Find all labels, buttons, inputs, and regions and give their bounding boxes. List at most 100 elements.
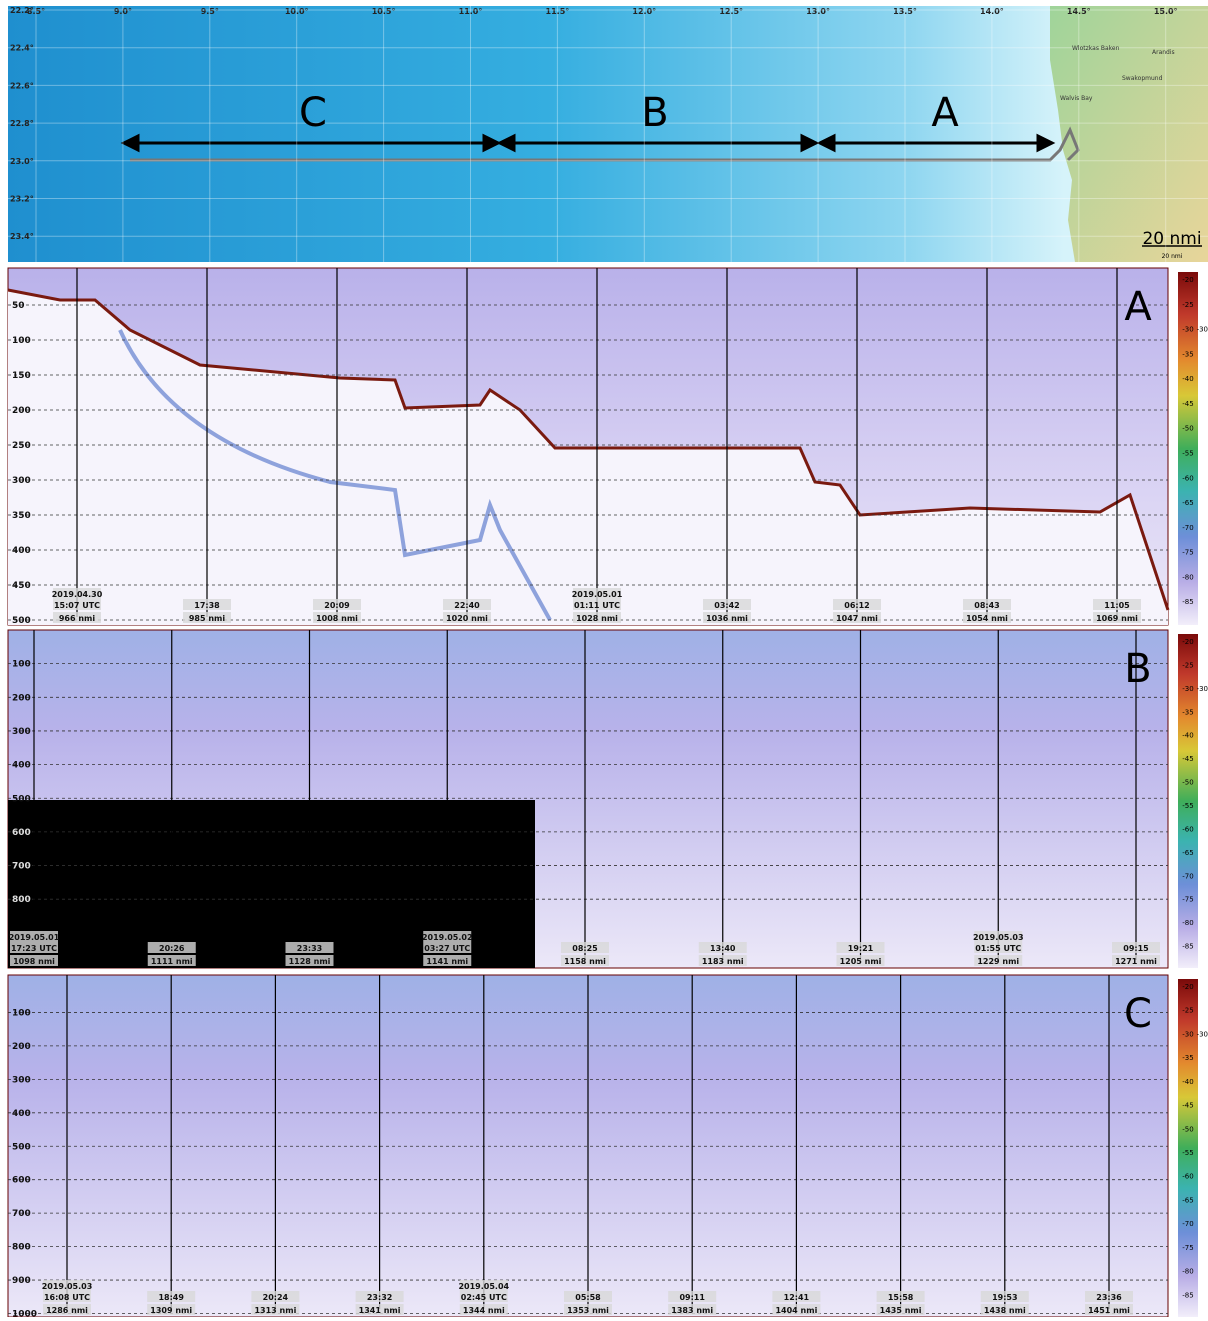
lon-tick-label: 15.0° <box>1154 7 1178 16</box>
time-label-distance: 1383 nmi <box>671 1306 713 1315</box>
color-scale-label: -20 <box>1182 638 1193 646</box>
color-scale-reference: -30 <box>1197 1030 1208 1038</box>
depth-tick-label: 700 <box>12 862 31 872</box>
depth-tick-label: 1000 <box>12 1310 37 1318</box>
sea <box>8 6 1208 262</box>
lon-tick-label: 12.5° <box>719 7 743 16</box>
panel-label: B <box>1124 646 1151 692</box>
time-label-distance: 1353 nmi <box>567 1306 609 1315</box>
color-scale-label: -75 <box>1182 1244 1193 1252</box>
color-scale-label: -60 <box>1182 474 1193 482</box>
depth-tick-label: 400 <box>12 761 31 771</box>
lon-tick-label: 11.0° <box>459 7 483 16</box>
color-scale-label: -25 <box>1182 1007 1193 1015</box>
time-label-distance: 1028 nmi <box>576 614 618 623</box>
color-scale-label: -40 <box>1182 375 1193 383</box>
time-label-date: 2019.05.03 <box>42 1282 93 1291</box>
depth-tick-label: 150 <box>12 371 31 381</box>
time-label-distance: 1341 nmi <box>359 1306 401 1315</box>
lat-tick-label: 22.2° <box>10 6 34 15</box>
depth-tick-label: 600 <box>12 828 31 838</box>
depth-tick-label: 600 <box>12 1176 31 1186</box>
depth-tick-label: 300 <box>12 727 31 737</box>
time-label-time: 06:12 <box>844 601 869 610</box>
time-label-time: 02:45 UTC <box>461 1293 507 1302</box>
color-scale-label: -25 <box>1182 301 1193 309</box>
time-label-time: 03:42 <box>714 601 739 610</box>
time-label-time: 19:53 <box>992 1293 1017 1302</box>
depth-tick-label: 300 <box>12 1075 31 1085</box>
color-scale-label: -30 <box>1182 685 1193 693</box>
depth-tick-label: 400 <box>12 1109 31 1119</box>
color-scale-label: -70 <box>1182 872 1193 880</box>
color-scale-label: -45 <box>1182 755 1193 763</box>
lat-tick-label: 22.4° <box>10 44 34 53</box>
place-name: Walvis Bay <box>1060 95 1093 102</box>
time-label-date: 2019.04.30 <box>52 590 103 599</box>
time-label-date: 2019.05.01 <box>9 933 60 942</box>
place-name: Arandis <box>1152 49 1175 56</box>
time-label-time: 01:55 UTC <box>975 944 1021 953</box>
depth-tick-label: 200 <box>12 406 31 416</box>
color-scale-label: -30 <box>1182 326 1193 334</box>
color-scale-label: -80 <box>1182 573 1193 581</box>
time-label-distance: 1205 nmi <box>840 957 882 966</box>
time-label-distance: 1141 nmi <box>426 957 468 966</box>
depth-tick-label: 50 <box>12 301 25 311</box>
color-scale-label: -40 <box>1182 732 1193 740</box>
time-label-time: 09:11 <box>679 1293 705 1302</box>
time-label-distance: 1054 nmi <box>966 614 1008 623</box>
time-label-time: 18:49 <box>158 1293 184 1302</box>
lon-tick-label: 12.0° <box>632 7 656 16</box>
lat-tick-label: 23.4° <box>10 232 34 241</box>
time-label-distance: 1036 nmi <box>706 614 748 623</box>
time-label-time: 23:36 <box>1096 1293 1122 1302</box>
time-label-time: 08:25 <box>572 944 598 953</box>
color-scale-label: -25 <box>1182 661 1193 669</box>
depth-tick-label: 100 <box>12 1008 31 1018</box>
color-scale-label: -55 <box>1182 802 1193 810</box>
time-label-distance: 1098 nmi <box>13 957 55 966</box>
color-scale-label: -60 <box>1182 825 1193 833</box>
depth-tick-label: 400 <box>12 546 31 556</box>
time-label-distance: 1008 nmi <box>316 614 358 623</box>
time-label-time: 11:05 <box>1104 601 1130 610</box>
figure: 8.5°9.0°9.5°10.0°10.5°11.0°11.5°12.0°12.… <box>0 0 1208 1317</box>
place-name: Swakopmund <box>1122 75 1163 82</box>
depth-tick-label: 100 <box>12 660 31 670</box>
time-label-distance: 1271 nmi <box>1115 957 1157 966</box>
depth-tick-label: 500 <box>12 794 31 804</box>
lon-tick-label: 10.0° <box>285 7 309 16</box>
lon-tick-label: 13.5° <box>893 7 917 16</box>
color-scale-label: -35 <box>1182 350 1193 358</box>
color-scale-label: -35 <box>1182 708 1193 716</box>
time-label-date: 2019.05.01 <box>572 590 623 599</box>
depth-tick-label: 900 <box>12 1276 31 1286</box>
time-label-distance: 966 nmi <box>59 614 96 623</box>
time-label-date: 2019.05.04 <box>458 1282 509 1291</box>
time-label-time: 19:21 <box>848 944 874 953</box>
lon-tick-label: 14.0° <box>980 7 1004 16</box>
segment-label: C <box>299 90 327 136</box>
time-label-time: 15:07 UTC <box>54 601 100 610</box>
color-scale-label: -85 <box>1182 1291 1193 1299</box>
segment-label: A <box>931 90 959 136</box>
depth-tick-label: 350 <box>12 511 31 521</box>
time-label-distance: 1435 nmi <box>880 1306 922 1315</box>
time-label-time: 03:27 UTC <box>424 944 470 953</box>
color-scale-label: -50 <box>1182 1125 1193 1133</box>
place-name: Wlotzkas Baken <box>1072 45 1120 52</box>
lat-tick-label: 22.8° <box>10 119 34 128</box>
lon-tick-label: 9.0° <box>114 7 132 16</box>
time-label-distance: 1047 nmi <box>836 614 878 623</box>
time-label-time: 08:43 <box>974 601 999 610</box>
color-scale-label: -65 <box>1182 1196 1193 1204</box>
time-label-distance: 1344 nmi <box>463 1306 505 1315</box>
time-label-time: 17:38 <box>194 601 220 610</box>
color-scale-reference: -30 <box>1197 685 1208 693</box>
time-label-distance: 1229 nmi <box>977 957 1019 966</box>
depth-tick-label: 100 <box>12 336 31 346</box>
color-scale-label: -75 <box>1182 549 1193 557</box>
time-label-time: 05:58 <box>575 1293 601 1302</box>
depth-tick-label: 450 <box>12 581 31 591</box>
